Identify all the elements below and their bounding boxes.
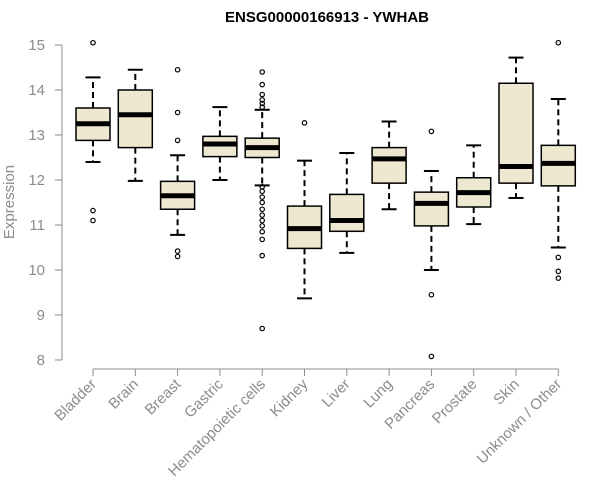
box-iqr bbox=[117, 89, 154, 149]
outlier-point bbox=[90, 39, 96, 46]
outlier-point bbox=[259, 325, 266, 332]
outlier-point bbox=[90, 207, 96, 214]
x-tick-label: Lung bbox=[360, 376, 396, 412]
outlier-point bbox=[259, 81, 266, 88]
boxes bbox=[75, 39, 577, 360]
box-group bbox=[117, 68, 154, 182]
x-tick-label: Skin bbox=[490, 376, 523, 409]
outlier-point bbox=[259, 91, 266, 98]
outlier-point bbox=[174, 248, 181, 254]
outlier-point bbox=[259, 97, 266, 103]
box-iqr bbox=[413, 191, 450, 227]
x-tick-label: Liver bbox=[319, 376, 354, 411]
y-tick-label: 8 bbox=[37, 352, 45, 369]
outlier-point bbox=[555, 254, 562, 261]
x-tick-label: Kidney bbox=[267, 375, 312, 420]
y-axis: 8 9 10 11 12 13 14 15 bbox=[28, 37, 63, 369]
outlier-point bbox=[428, 291, 435, 298]
outlier-point bbox=[259, 104, 266, 110]
y-tick-label: 10 bbox=[28, 262, 45, 279]
box-group bbox=[455, 144, 492, 226]
y-tick-label: 9 bbox=[37, 307, 45, 324]
outlier-point bbox=[555, 275, 562, 281]
outlier-point bbox=[259, 228, 266, 235]
box-group bbox=[329, 152, 365, 254]
outlier-point bbox=[259, 100, 266, 107]
outlier-point bbox=[259, 194, 266, 200]
outlier-point bbox=[301, 120, 308, 126]
outlier-point bbox=[174, 109, 181, 116]
outlier-point bbox=[259, 206, 266, 213]
y-tick-label: 12 bbox=[28, 172, 45, 189]
box-iqr bbox=[371, 146, 407, 184]
outlier-point bbox=[428, 128, 435, 135]
outlier-point bbox=[428, 353, 435, 360]
box-group bbox=[75, 39, 111, 224]
outlier-point bbox=[259, 69, 266, 75]
outlier-point bbox=[555, 268, 562, 275]
y-tick-label: 14 bbox=[28, 82, 45, 99]
outlier-point bbox=[174, 137, 181, 144]
outlier-point bbox=[259, 199, 266, 206]
outlier-point bbox=[259, 223, 266, 229]
y-axis-label: Expression bbox=[1, 165, 18, 239]
x-tick-label: Breast bbox=[142, 375, 185, 418]
outlier-point bbox=[90, 217, 96, 224]
x-tick-label: Bladder bbox=[51, 376, 100, 425]
outlier-point bbox=[259, 252, 266, 259]
x-tick-label: Brain bbox=[105, 376, 142, 413]
outlier-point bbox=[259, 217, 266, 224]
y-tick-label: 11 bbox=[29, 217, 45, 234]
box-group bbox=[286, 120, 323, 300]
x-tick-label: Prostate bbox=[429, 376, 481, 428]
outlier-point bbox=[555, 39, 562, 46]
box-group bbox=[498, 56, 534, 199]
y-tick-label: 13 bbox=[28, 127, 45, 144]
box-group bbox=[540, 39, 577, 281]
outlier-point bbox=[259, 212, 266, 218]
outlier-point bbox=[174, 253, 181, 260]
chart-title: ENSG00000166913 - YWHAB bbox=[225, 9, 429, 26]
box-group bbox=[202, 106, 238, 181]
y-tick-label: 15 bbox=[28, 37, 45, 54]
box-group bbox=[159, 66, 196, 260]
outlier-point bbox=[174, 66, 181, 73]
outlier-point bbox=[259, 188, 266, 195]
box-group bbox=[244, 69, 280, 332]
box-group bbox=[371, 120, 407, 211]
box-group bbox=[413, 128, 450, 360]
box-iqr bbox=[329, 193, 365, 233]
outlier-point bbox=[259, 236, 266, 243]
